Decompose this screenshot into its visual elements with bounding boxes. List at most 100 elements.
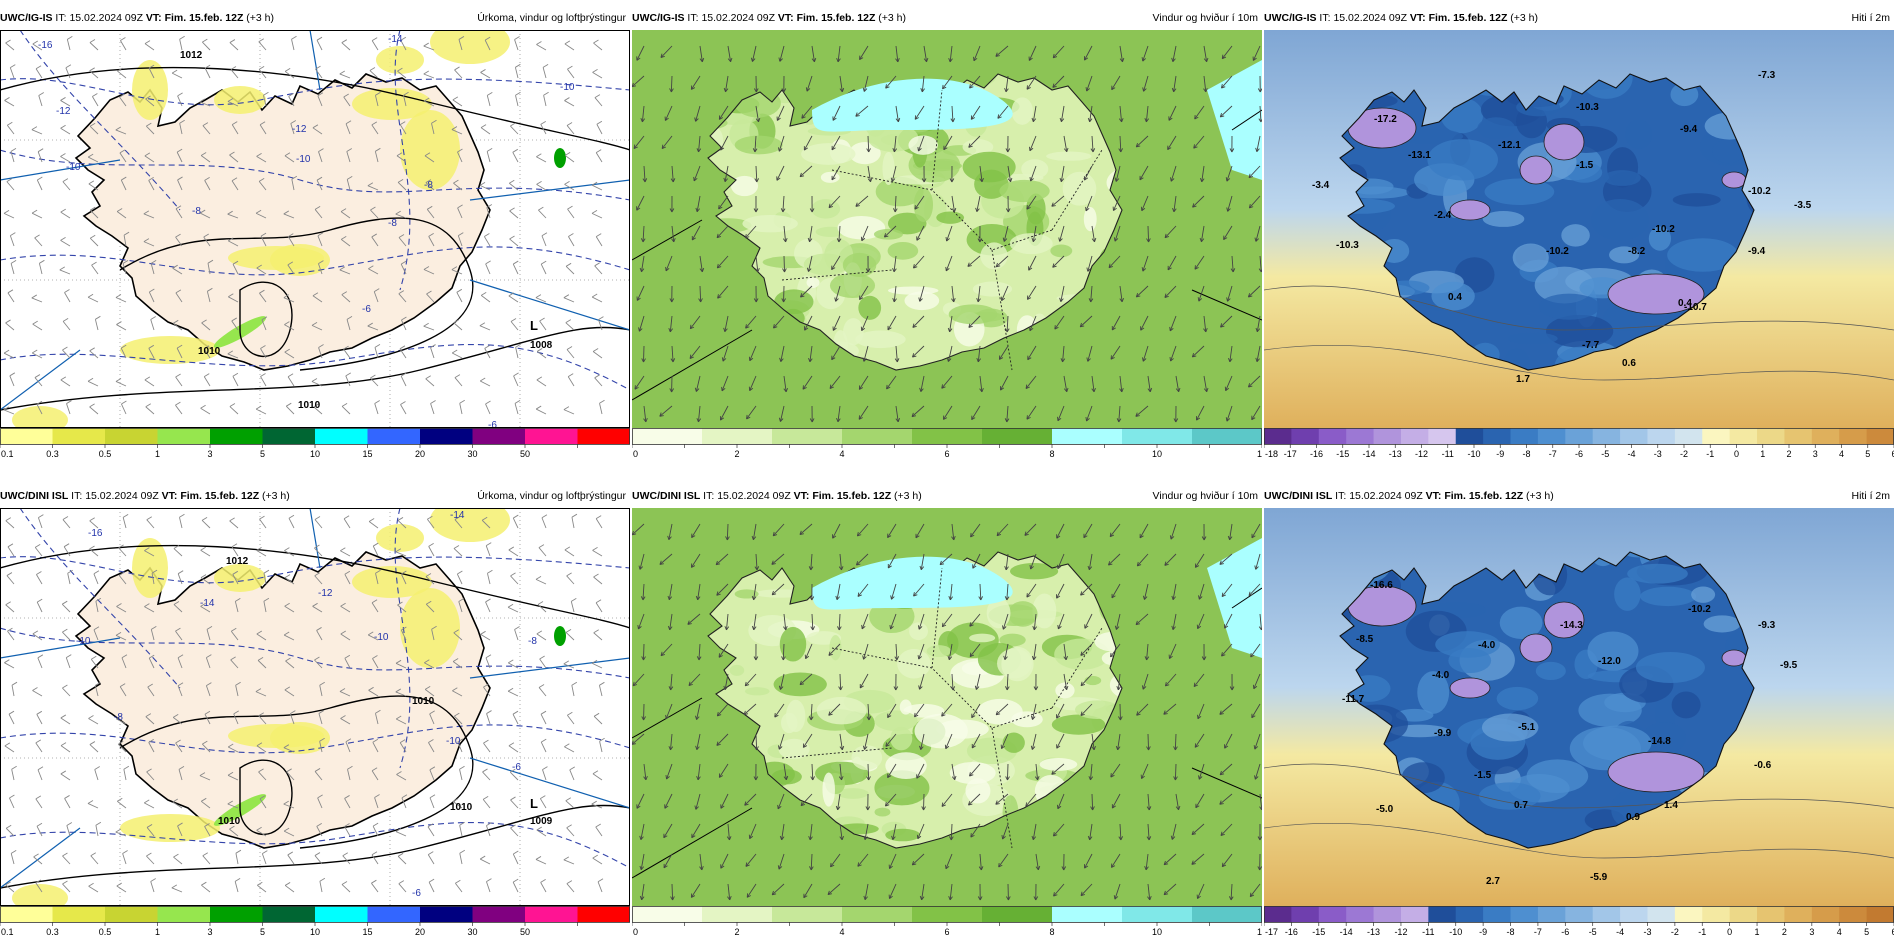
- map-label: -3.4: [1312, 180, 1330, 191]
- colorbar-tick-label: -12: [1415, 449, 1428, 458]
- colorbar-tick-label: 0: [1727, 927, 1732, 936]
- map-label: -7.3: [1758, 70, 1776, 81]
- map-svg: [632, 30, 1262, 428]
- colorbar-swatch: [1192, 906, 1262, 922]
- vt-label: VT:: [1409, 12, 1426, 24]
- colorbar-tick-label: -14: [1362, 449, 1375, 458]
- lead-time: (+3 h): [1510, 12, 1539, 24]
- colorbar-swatch: [1702, 428, 1731, 444]
- colorbar-svg: 0.1 0.3 0.5 1 3 5 10 15 20 30 50: [0, 428, 630, 458]
- colorbar-svg: -18 -17 -16 -15 -14 -13 -12 -11 -10 -9 -8 -7 -6 -5 -4-…: [1264, 428, 1894, 458]
- colorbar-swatch: [842, 906, 913, 922]
- map-label: -1.5: [1576, 160, 1594, 171]
- map-label: -9.4: [1680, 124, 1698, 135]
- colorbar-swatch: [367, 906, 421, 922]
- panel-header: UWC/DINI ISL IT: 15.02.2024 09Z VT: Fim.…: [0, 488, 630, 504]
- map-label: L: [530, 796, 538, 811]
- colorbar-tick-label: -12: [1394, 927, 1407, 936]
- map-label: -12.1: [1498, 140, 1521, 151]
- colorbar-tick-label: 0.3: [46, 927, 59, 936]
- map-label: -1.5: [1474, 770, 1492, 781]
- colorbar-tick-label: 0: [633, 449, 638, 458]
- colorbar-tick-label: 10: [310, 927, 320, 936]
- colorbar-swatch: [1373, 906, 1402, 922]
- colorbar-tick-label: 6: [944, 927, 949, 936]
- map-label: 0.9: [1626, 812, 1640, 823]
- map-label: 1010: [298, 400, 321, 411]
- colorbar-swatch: [1811, 428, 1840, 444]
- colorbar-tick-label: 10: [310, 449, 320, 458]
- colorbar-swatch: [1346, 428, 1375, 444]
- lead-time: (+3 h): [1526, 490, 1554, 502]
- colorbar-tick-label: 10: [1152, 927, 1162, 936]
- map-label: 1010: [412, 696, 435, 707]
- map-label: -10: [446, 736, 461, 747]
- colorbar-tick-label: 1: [1755, 927, 1760, 936]
- colorbar-tick-label: -9: [1496, 449, 1504, 458]
- colorbar-swatch: [1455, 906, 1484, 922]
- map-label: -4.0: [1432, 670, 1450, 681]
- colorbar-tick-label: 1: [155, 449, 160, 458]
- colorbar-swatch: [1839, 428, 1868, 444]
- map-label: -6: [412, 888, 421, 899]
- vt-label: VT:: [1425, 490, 1442, 502]
- colorbar-tick-label: 2: [1786, 449, 1791, 458]
- map-label: -9.5: [1780, 660, 1798, 671]
- map-label: -11.7: [1342, 694, 1365, 705]
- colorbar-tick-label: -17: [1284, 449, 1297, 458]
- colorbar-swatch: [1592, 428, 1621, 444]
- map-label: -3.5: [1794, 200, 1812, 211]
- panel-title: Hiti í 2m: [1851, 12, 1890, 24]
- map-svg: [632, 508, 1262, 906]
- colorbar-swatch: [912, 906, 983, 922]
- map-label: -14.8: [1648, 736, 1671, 747]
- colorbar-svg: 0 2 4 6 8 10 12: [632, 906, 1262, 936]
- map-label: -6: [488, 420, 497, 428]
- colorbar-tick-label: 6: [944, 449, 949, 458]
- map-label: 1012: [180, 50, 203, 61]
- colorbar-swatch: [472, 906, 526, 922]
- colorbar-tick-label: 3: [207, 927, 212, 936]
- map-panel-temp-dini: UWC/DINI ISL IT: 15.02.2024 09Z VT: Fim.…: [1264, 488, 1894, 936]
- colorbar-swatch: [52, 428, 106, 444]
- colorbar-tick-label: -3: [1654, 449, 1662, 458]
- map-panel-wind-ig: UWC/IG-IS IT: 15.02.2024 09Z VT: Fim. 15…: [632, 10, 1262, 458]
- colorbar-tick-label: -16: [1310, 449, 1323, 458]
- colorbar-swatch: [1122, 428, 1193, 444]
- colorbar-tick-label: 6: [1891, 449, 1894, 458]
- colorbar-swatch: [1400, 428, 1429, 444]
- gust-area: [812, 78, 1013, 132]
- colorbar-tick-label: 0.5: [99, 927, 112, 936]
- vt-label: VT:: [793, 490, 810, 502]
- map-label: -14: [388, 34, 403, 45]
- colorbar-swatch: [1483, 428, 1512, 444]
- colorbar-tick-label: 20: [415, 449, 425, 458]
- map-label: -4.0: [1478, 640, 1496, 651]
- colorbar-swatch: [1483, 906, 1512, 922]
- map-area: [632, 30, 1262, 428]
- colorbar-tick-label: -5: [1589, 927, 1597, 936]
- map-label: -8.2: [1628, 246, 1646, 257]
- colorbar-swatch: [632, 906, 703, 922]
- vt-label: VT:: [161, 490, 178, 502]
- panel-title: Vindur og hviður í 10m: [1152, 490, 1258, 502]
- map-label: -17.2: [1374, 114, 1397, 125]
- colorbar-swatch: [1565, 906, 1594, 922]
- colorbar-tick-label: 15: [362, 449, 372, 458]
- colorbar-tick-label: -9: [1479, 927, 1487, 936]
- colorbar: 0.1 0.3 0.5 1 3 5 10 15 20 30 50: [0, 428, 630, 458]
- lead-time: (+3 h): [262, 490, 290, 502]
- colorbar-swatch: [1510, 906, 1539, 922]
- colorbar-tick-label: -15: [1312, 927, 1325, 936]
- colorbar-tick-label: 5: [260, 927, 265, 936]
- colorbar-swatch: [982, 428, 1053, 444]
- map-label: 1008: [530, 340, 553, 351]
- colorbar-tick-label: 50: [520, 449, 530, 458]
- colorbar-tick-label: 0: [1734, 449, 1739, 458]
- colorbar-swatch: [1866, 906, 1894, 922]
- colorbar-swatch: [1537, 906, 1566, 922]
- colorbar-swatch: [1373, 428, 1402, 444]
- model-name: UWC/IG-IS: [632, 12, 685, 24]
- map-label: 1.4: [1664, 800, 1678, 811]
- colorbar-swatch: [0, 906, 53, 922]
